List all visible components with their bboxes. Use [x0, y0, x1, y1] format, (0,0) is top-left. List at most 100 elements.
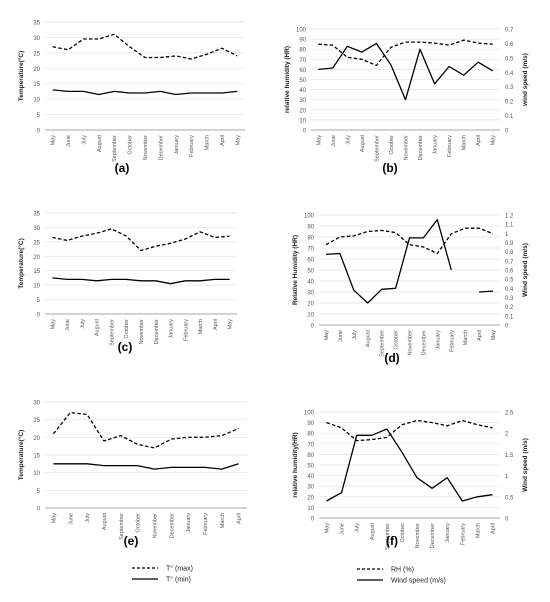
x-tick-label-a: November	[143, 135, 149, 161]
y2-tick-label-d: 0.7	[505, 259, 514, 265]
x-tick-label-d: June	[338, 330, 344, 342]
series-line-d-0	[325, 227, 494, 255]
x-tick-label-f: January	[445, 523, 451, 543]
y-tick-label-a: 5	[37, 113, 41, 119]
y-tick-label-f: 80	[307, 432, 314, 438]
y2-tick-label-d: 0.8	[505, 250, 514, 256]
y-tick-label-e: 25	[33, 418, 40, 424]
y2-tick-label-b: 0.5	[505, 56, 514, 62]
y2-tick-label-b: 0.4	[505, 71, 514, 77]
x-tick-label-e: September	[119, 513, 125, 540]
x-tick-label-a: January	[174, 135, 180, 155]
series-line-b-0	[318, 39, 493, 67]
x-tick-label-a: September	[112, 135, 118, 162]
y2-tick-label-f: 1.5	[505, 453, 514, 459]
x-tick-label-f: December	[430, 523, 436, 549]
x-tick-label-a: May	[51, 135, 57, 146]
y2-axis-label-f: Wind speed (m/s)	[522, 438, 529, 492]
y2-tick-label-f: 0.5	[505, 495, 514, 501]
series-line-f-1	[326, 428, 493, 502]
x-tick-label-c: January	[169, 319, 175, 339]
series-line-e-0	[52, 411, 239, 449]
x-tick-label-a: April	[220, 135, 226, 146]
y-tick-label-d: 80	[307, 236, 314, 242]
y-tick-label-b: 60	[299, 68, 306, 74]
x-tick-label-f: October	[400, 523, 406, 543]
y2-tick-label-b: 0.2	[505, 100, 514, 106]
y-tick-label-c: 20	[33, 255, 40, 261]
y-tick-label-f: 70	[307, 442, 314, 448]
y2-tick-label-f: 0	[505, 517, 509, 523]
y-tick-label-b: 70	[299, 58, 306, 64]
x-tick-label-c: May	[50, 319, 56, 330]
x-tick-label-b: June	[331, 135, 337, 147]
x-tick-label-b: April	[476, 135, 482, 146]
panel-label-e: (e)	[124, 534, 139, 548]
y2-tick-label-d: 0.4	[505, 287, 514, 293]
y-tick-label-b: 90	[299, 38, 306, 44]
y-tick-label-d: 70	[307, 247, 314, 253]
x-tick-label-b: December	[418, 135, 424, 161]
x-tick-label-e: May	[51, 513, 57, 524]
x-tick-label-f: July	[355, 523, 361, 533]
x-tick-label-a: July	[81, 135, 87, 145]
y2-axis-label-b: wind speed (m/s)	[522, 53, 529, 107]
y2-tick-label-b: 0.6	[505, 42, 514, 48]
x-tick-label-d: February	[449, 330, 455, 352]
x-tick-label-d: November	[408, 330, 414, 356]
y-tick-label-d: 20	[307, 302, 314, 308]
x-tick-label-e: March	[220, 513, 226, 528]
y2-tick-label-d: 0.5	[505, 278, 514, 284]
panel-label-b: (b)	[382, 161, 397, 175]
y-tick-label-d: 100	[304, 214, 315, 220]
y2-tick-label-b: 0.1	[505, 114, 514, 120]
y-tick-label-a: 25	[33, 51, 40, 57]
x-tick-label-c: November	[139, 319, 145, 345]
y-tick-label-c: 0	[37, 313, 41, 319]
x-tick-label-d: August	[366, 330, 372, 348]
y-tick-label-b: 80	[299, 48, 306, 54]
panel-label-d: (d)	[384, 351, 399, 365]
y-axis-label-c: Temperature(°C)	[17, 238, 25, 289]
x-tick-label-b: July	[345, 135, 351, 145]
x-tick-label-a: August	[97, 135, 103, 153]
x-tick-label-f: April	[490, 523, 496, 534]
y-tick-label-d: 90	[307, 225, 314, 231]
x-tick-label-e: December	[169, 513, 175, 539]
y-tick-label-a: 30	[33, 36, 40, 42]
y-tick-label-a: 0	[37, 129, 41, 135]
x-tick-label-d: January	[435, 330, 441, 350]
x-tick-label-b: October	[389, 135, 395, 155]
x-tick-label-c: October	[124, 319, 130, 339]
y-tick-label-e: 15	[33, 454, 40, 460]
x-tick-label-c: December	[154, 319, 160, 345]
y-tick-label-f: 50	[307, 464, 314, 470]
x-tick-label-e: April	[237, 513, 243, 524]
x-tick-label-b: May	[316, 135, 322, 146]
panel-label-f: (f)	[386, 534, 398, 548]
x-tick-label-c: September	[109, 319, 115, 346]
x-tick-label-b: March	[462, 135, 468, 150]
y-tick-label-f: 10	[307, 506, 314, 512]
y-tick-label-f: 100	[304, 411, 315, 417]
x-tick-label-b: September	[374, 135, 380, 162]
x-tick-label-d: December	[421, 330, 427, 356]
x-tick-label-f: June	[340, 523, 346, 535]
y-tick-label-d: 40	[307, 280, 314, 286]
x-tick-label-c: July	[80, 319, 86, 329]
x-tick-label-e: July	[85, 513, 91, 523]
series-line-c-1	[52, 277, 230, 285]
y2-tick-label-d: 0.9	[505, 241, 514, 247]
y-tick-label-f: 30	[307, 485, 314, 491]
x-tick-label-c: February	[183, 319, 189, 341]
x-tick-label-b: February	[447, 135, 453, 157]
y-axis-label-e: Temperature(°C)	[17, 430, 25, 481]
y-axis-label-b: relative humidity (HR)	[284, 46, 291, 113]
y-tick-label-e: 0	[37, 507, 41, 513]
x-tick-label-b: May	[491, 135, 497, 146]
y-tick-label-d: 0	[311, 324, 315, 330]
x-tick-label-f: May	[325, 523, 331, 534]
x-tick-label-d: May	[491, 330, 497, 341]
x-tick-label-f: March	[475, 523, 481, 538]
